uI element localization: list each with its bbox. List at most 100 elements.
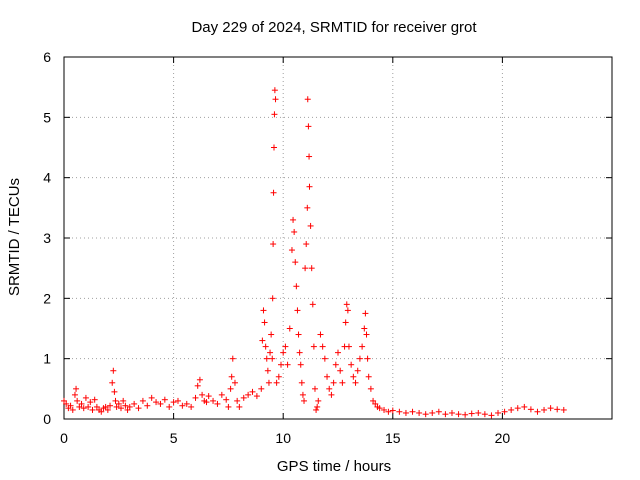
- data-point: [314, 403, 321, 410]
- plot-frame: [63, 56, 613, 420]
- data-point: [85, 403, 92, 410]
- data-point: [328, 391, 335, 398]
- data-point: [265, 379, 272, 386]
- data-point: [93, 403, 100, 410]
- data-point: [324, 373, 331, 380]
- data-point: [120, 397, 127, 404]
- data-point: [126, 403, 133, 410]
- data-point: [124, 406, 131, 413]
- data-point: [218, 391, 225, 398]
- data-point: [170, 399, 177, 406]
- data-point: [508, 406, 515, 413]
- data-point: [352, 379, 359, 386]
- data-point: [78, 400, 85, 407]
- data-point: [270, 241, 277, 248]
- data-point: [91, 396, 98, 403]
- data-point: [98, 408, 105, 415]
- data-point: [214, 400, 221, 407]
- y-tick-label: 0: [43, 411, 51, 427]
- data-point: [311, 385, 318, 392]
- data-point: [249, 388, 256, 395]
- data-point: [342, 319, 349, 326]
- data-point: [362, 310, 369, 317]
- data-point: [192, 394, 199, 401]
- data-point: [270, 189, 277, 196]
- data-point: [263, 355, 270, 362]
- data-point: [385, 408, 392, 415]
- data-point: [541, 406, 548, 413]
- data-point: [402, 409, 409, 416]
- data-point: [455, 411, 462, 418]
- data-point: [304, 96, 311, 103]
- data-point: [89, 406, 96, 413]
- data-point: [109, 379, 116, 386]
- y-tick-label: 1: [43, 351, 51, 367]
- x-tick-label: 20: [495, 430, 511, 446]
- data-point: [196, 376, 203, 383]
- data-point: [112, 397, 119, 404]
- data-point: [153, 399, 160, 406]
- data-point: [301, 397, 308, 404]
- data-point: [332, 361, 339, 368]
- y-tick-label: 3: [43, 230, 51, 246]
- data-point: [304, 204, 311, 211]
- data-point: [261, 319, 268, 326]
- data-point: [174, 397, 181, 404]
- data-point: [442, 411, 449, 418]
- data-point: [117, 405, 124, 412]
- data-point: [291, 228, 298, 235]
- data-point: [367, 385, 374, 392]
- data-point: [183, 400, 190, 407]
- data-point: [319, 343, 326, 350]
- data-point: [102, 403, 109, 410]
- data-point: [488, 412, 495, 419]
- data-point: [429, 409, 436, 416]
- data-point: [139, 397, 146, 404]
- data-point: [294, 307, 301, 314]
- data-point: [302, 265, 309, 272]
- data-point: [223, 396, 230, 403]
- data-point: [225, 403, 232, 410]
- data-point: [67, 402, 74, 409]
- data-point: [122, 402, 129, 409]
- data-point: [80, 405, 87, 412]
- data-point: [273, 379, 280, 386]
- data-point: [330, 379, 337, 386]
- data-points: [61, 87, 567, 419]
- data-point: [63, 400, 70, 407]
- data-point: [326, 385, 333, 392]
- data-point: [554, 406, 561, 413]
- data-point: [339, 379, 346, 386]
- data-point: [416, 409, 423, 416]
- data-point: [135, 405, 142, 412]
- data-point: [271, 87, 278, 94]
- data-point: [269, 355, 276, 362]
- data-point: [303, 241, 310, 248]
- data-point: [306, 153, 313, 160]
- data-point: [194, 382, 201, 389]
- data-point: [74, 397, 81, 404]
- data-point: [306, 183, 313, 190]
- data-point: [166, 403, 173, 410]
- data-point: [435, 408, 442, 415]
- data-point: [113, 403, 120, 410]
- data-point: [69, 406, 76, 413]
- data-point: [335, 349, 341, 356]
- data-point: [307, 222, 314, 229]
- data-point: [269, 295, 276, 302]
- data-point: [354, 367, 361, 374]
- data-point: [236, 403, 243, 410]
- data-point: [521, 403, 528, 410]
- y-tick-label: 4: [43, 170, 51, 186]
- data-point: [317, 331, 324, 338]
- x-tick-label: 10: [275, 430, 291, 446]
- x-tick-label: 15: [385, 430, 401, 446]
- x-tick-label: 5: [170, 430, 178, 446]
- data-point: [475, 409, 482, 416]
- grid-lines: [64, 57, 612, 419]
- data-point: [267, 349, 274, 356]
- data-point: [321, 355, 328, 362]
- x-tick-label: 0: [60, 430, 68, 446]
- data-point: [501, 408, 508, 415]
- data-point: [82, 394, 89, 401]
